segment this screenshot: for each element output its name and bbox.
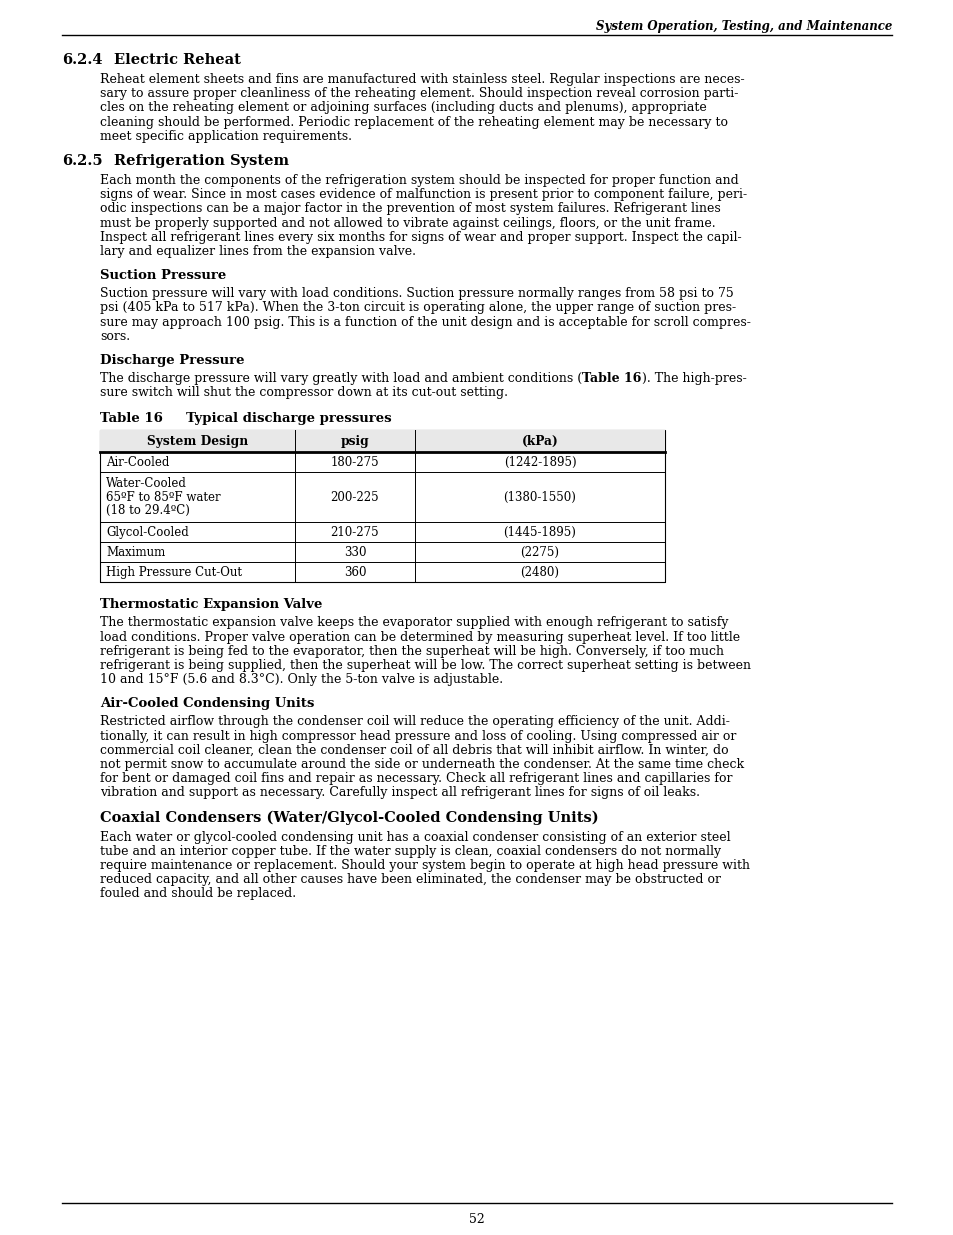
Text: Refrigeration System: Refrigeration System xyxy=(113,154,289,168)
Text: Thermostatic Expansion Valve: Thermostatic Expansion Valve xyxy=(100,599,322,611)
Text: System Operation, Testing, and Maintenance: System Operation, Testing, and Maintenan… xyxy=(595,20,891,33)
Text: 6.2.4: 6.2.4 xyxy=(62,53,102,67)
Text: cles on the reheating element or adjoining surfaces (including ducts and plenums: cles on the reheating element or adjoini… xyxy=(100,101,706,115)
Text: Electric Reheat: Electric Reheat xyxy=(113,53,240,67)
Text: (1242-1895): (1242-1895) xyxy=(503,456,576,469)
Text: The discharge pressure will vary greatly with load and ambient conditions (: The discharge pressure will vary greatly… xyxy=(100,372,581,385)
Text: sary to assure proper cleanliness of the reheating element. Should inspection re: sary to assure proper cleanliness of the… xyxy=(100,88,738,100)
Text: load conditions. Proper valve operation can be determined by measuring superheat: load conditions. Proper valve operation … xyxy=(100,631,740,643)
Text: (18 to 29.4ºC): (18 to 29.4ºC) xyxy=(106,504,190,517)
Text: 330: 330 xyxy=(343,546,366,559)
Text: must be properly supported and not allowed to vibrate against ceilings, floors, : must be properly supported and not allow… xyxy=(100,216,715,230)
Text: Typical discharge pressures: Typical discharge pressures xyxy=(163,412,391,425)
Text: Maximum: Maximum xyxy=(106,546,165,558)
Text: ). The high-pres-: ). The high-pres- xyxy=(641,372,745,385)
Text: (1380-1550): (1380-1550) xyxy=(503,490,576,504)
Text: (2480): (2480) xyxy=(520,566,558,579)
Text: tube and an interior copper tube. If the water supply is clean, coaxial condense: tube and an interior copper tube. If the… xyxy=(100,845,720,858)
Text: require maintenance or replacement. Should your system begin to operate at high : require maintenance or replacement. Shou… xyxy=(100,860,749,872)
Text: Suction Pressure: Suction Pressure xyxy=(100,269,226,283)
Bar xyxy=(100,431,664,583)
Text: The thermostatic expansion valve keeps the evaporator supplied with enough refri: The thermostatic expansion valve keeps t… xyxy=(100,616,728,630)
Text: signs of wear. Since in most cases evidence of malfunction is present prior to c: signs of wear. Since in most cases evide… xyxy=(100,188,746,201)
Text: High Pressure Cut-Out: High Pressure Cut-Out xyxy=(106,566,242,579)
Text: Reheat element sheets and fins are manufactured with stainless steel. Regular in: Reheat element sheets and fins are manuf… xyxy=(100,73,744,86)
Text: Water-Cooled: Water-Cooled xyxy=(106,477,187,490)
Bar xyxy=(100,431,664,452)
Text: System Design: System Design xyxy=(147,435,248,448)
Text: Coaxial Condensers (Water/Glycol-Cooled Condensing Units): Coaxial Condensers (Water/Glycol-Cooled … xyxy=(100,810,598,825)
Text: fouled and should be replaced.: fouled and should be replaced. xyxy=(100,888,295,900)
Text: sure may approach 100 psig. This is a function of the unit design and is accepta: sure may approach 100 psig. This is a fu… xyxy=(100,316,750,329)
Text: Restricted airflow through the condenser coil will reduce the operating efficien: Restricted airflow through the condenser… xyxy=(100,715,729,729)
Text: (kPa): (kPa) xyxy=(521,435,558,448)
Text: Glycol-Cooled: Glycol-Cooled xyxy=(106,526,189,538)
Text: Air-Cooled Condensing Units: Air-Cooled Condensing Units xyxy=(100,698,314,710)
Text: Inspect all refrigerant lines every six months for signs of wear and proper supp: Inspect all refrigerant lines every six … xyxy=(100,231,740,243)
Text: lary and equalizer lines from the expansion valve.: lary and equalizer lines from the expans… xyxy=(100,245,416,258)
Text: Table 16: Table 16 xyxy=(581,372,641,385)
Text: for bent or damaged coil fins and repair as necessary. Check all refrigerant lin: for bent or damaged coil fins and repair… xyxy=(100,772,732,785)
Text: Suction pressure will vary with load conditions. Suction pressure normally range: Suction pressure will vary with load con… xyxy=(100,288,733,300)
Text: refrigerant is being fed to the evaporator, then the superheat will be high. Con: refrigerant is being fed to the evaporat… xyxy=(100,645,723,658)
Text: meet specific application requirements.: meet specific application requirements. xyxy=(100,130,352,143)
Text: 360: 360 xyxy=(343,566,366,579)
Text: not permit snow to accumulate around the side or underneath the condenser. At th: not permit snow to accumulate around the… xyxy=(100,758,743,771)
Text: vibration and support as necessary. Carefully inspect all refrigerant lines for : vibration and support as necessary. Care… xyxy=(100,787,700,799)
Text: (2275): (2275) xyxy=(520,546,558,559)
Text: tionally, it can result in high compressor head pressure and loss of cooling. Us: tionally, it can result in high compress… xyxy=(100,730,736,742)
Text: 200-225: 200-225 xyxy=(331,490,379,504)
Text: sure switch will shut the compressor down at its cut-out setting.: sure switch will shut the compressor dow… xyxy=(100,387,507,399)
Text: Air-Cooled: Air-Cooled xyxy=(106,456,170,468)
Text: 6.2.5: 6.2.5 xyxy=(62,154,103,168)
Text: odic inspections can be a major factor in the prevention of most system failures: odic inspections can be a major factor i… xyxy=(100,203,720,215)
Text: 52: 52 xyxy=(469,1213,484,1226)
Text: Each water or glycol-cooled condensing unit has a coaxial condenser consisting o: Each water or glycol-cooled condensing u… xyxy=(100,831,730,844)
Text: reduced capacity, and all other causes have been eliminated, the condenser may b: reduced capacity, and all other causes h… xyxy=(100,873,720,887)
Text: Each month the components of the refrigeration system should be inspected for pr: Each month the components of the refrige… xyxy=(100,174,738,186)
Text: commercial coil cleaner, clean the condenser coil of all debris that will inhibi: commercial coil cleaner, clean the conde… xyxy=(100,743,728,757)
Text: 10 and 15°F (5.6 and 8.3°C). Only the 5-ton valve is adjustable.: 10 and 15°F (5.6 and 8.3°C). Only the 5-… xyxy=(100,673,502,687)
Text: Table 16: Table 16 xyxy=(100,412,163,425)
Text: refrigerant is being supplied, then the superheat will be low. The correct super: refrigerant is being supplied, then the … xyxy=(100,659,750,672)
Text: 210-275: 210-275 xyxy=(331,526,379,538)
Text: 65ºF to 85ºF water: 65ºF to 85ºF water xyxy=(106,490,220,504)
Text: 180-275: 180-275 xyxy=(331,456,379,469)
Text: cleaning should be performed. Periodic replacement of the reheating element may : cleaning should be performed. Periodic r… xyxy=(100,116,727,128)
Text: Discharge Pressure: Discharge Pressure xyxy=(100,354,244,367)
Text: psig: psig xyxy=(340,435,369,448)
Text: (1445-1895): (1445-1895) xyxy=(503,526,576,538)
Text: sors.: sors. xyxy=(100,330,130,343)
Text: psi (405 kPa to 517 kPa). When the 3-ton circuit is operating alone, the upper r: psi (405 kPa to 517 kPa). When the 3-ton… xyxy=(100,301,736,315)
